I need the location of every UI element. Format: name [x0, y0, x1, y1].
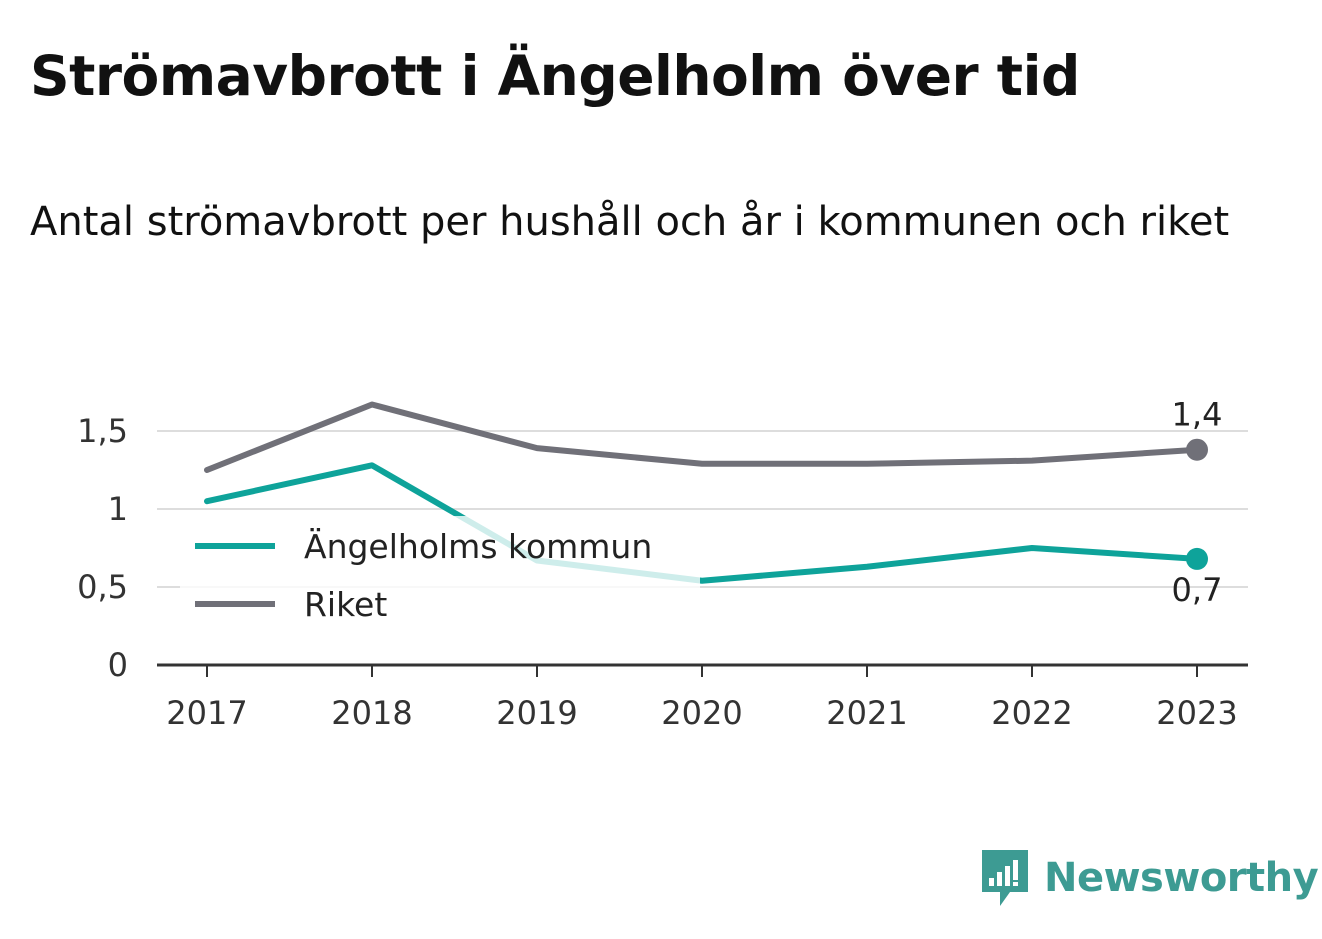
series-lines	[204, 401, 1208, 584]
x-axis: 2017 2018 2019 2020 2021 2022 2023	[157, 663, 1248, 732]
end-label-riket: 1,4	[1172, 396, 1223, 434]
x-tick-label: 2020	[661, 694, 742, 732]
legend-label-riket: Riket	[304, 585, 387, 624]
newsworthy-logo-icon	[982, 850, 1028, 906]
legend: Ängelholms kommun Riket	[180, 516, 700, 636]
y-tick-label: 0,5	[77, 568, 128, 606]
series-line-kommun	[204, 462, 1200, 584]
newsworthy-logo: Newsworthy	[980, 848, 1319, 908]
chart-title: Strömavbrott i Ängelholm över tid	[30, 44, 1080, 108]
x-tick-label: 2023	[1156, 694, 1237, 732]
legend-label-kommun: Ängelholms kommun	[304, 527, 652, 566]
end-point-kommun	[1186, 547, 1208, 570]
y-tick-label: 0	[108, 646, 128, 684]
legend-background	[180, 516, 700, 636]
y-tick-label: 1,5	[77, 412, 128, 450]
end-point-riket	[1186, 438, 1208, 461]
end-label-kommun: 0,7	[1172, 571, 1223, 609]
x-tick-label: 2022	[991, 694, 1072, 732]
y-axis-ticks: 0 0,5 1 1,5	[77, 412, 128, 684]
x-tick-label: 2021	[826, 694, 907, 732]
y-tick-label: 1	[108, 490, 128, 528]
x-tick-label: 2019	[496, 694, 577, 732]
brand-name: Newsworthy	[1044, 855, 1319, 901]
end-labels: 1,4 0,7	[1172, 396, 1223, 609]
series-line-riket	[204, 401, 1200, 473]
x-tick-label: 2017	[166, 694, 247, 732]
chart-subtitle: Antal strömavbrott per hushåll och år i …	[30, 199, 1230, 245]
x-tick-label: 2018	[331, 694, 412, 732]
